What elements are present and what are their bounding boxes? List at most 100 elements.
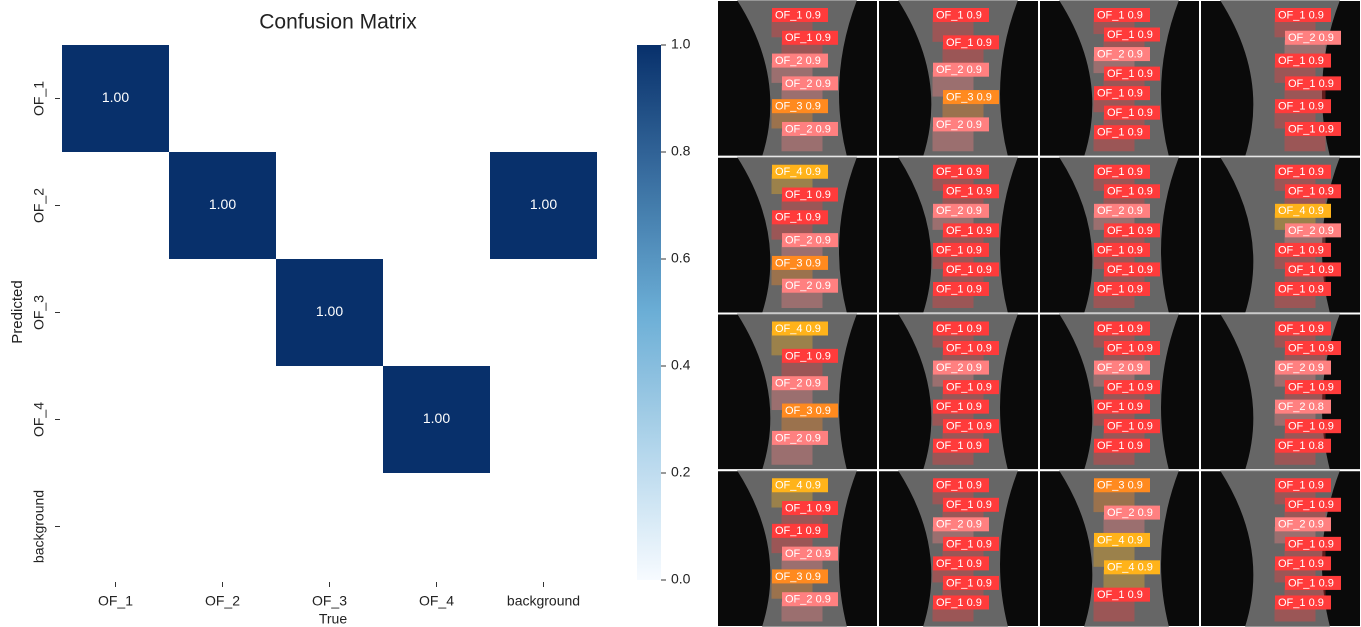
detection-label: OF_1 0.9 — [1107, 342, 1153, 354]
detection-label: OF_2 0.9 — [1097, 362, 1143, 374]
detection-label: OF_1 0.9 — [1107, 421, 1153, 433]
detection-label: OF_2 0.9 — [785, 548, 831, 560]
detection-label: OF_2 0.8 — [1278, 401, 1324, 413]
detection-label: OF_3 0.9 — [775, 571, 821, 583]
detection-label: OF_2 0.9 — [775, 432, 821, 444]
detection-label: OF_1 0.9 — [1288, 78, 1334, 90]
detection-label: OF_2 0.9 — [936, 205, 982, 217]
detection-label: OF_1 0.9 — [1107, 264, 1153, 276]
detection-label: OF_1 0.9 — [1278, 597, 1324, 609]
detection-label: OF_1 0.9 — [936, 558, 982, 570]
detection-label: OF_1 0.9 — [1278, 283, 1324, 295]
detection-label: OF_2 0.9 — [785, 594, 831, 606]
detection-label: OF_1 0.9 — [1097, 283, 1143, 295]
x-tick-label: OF_2 — [205, 593, 240, 609]
detection-label: OF_1 0.9 — [1288, 382, 1334, 394]
detection-label: OF_1 0.9 — [1097, 166, 1143, 178]
y-axis-label: Predicted — [9, 280, 26, 343]
detection-label: OF_1 0.9 — [1288, 538, 1334, 550]
detection-label: OF_1 0.9 — [1278, 323, 1324, 335]
detection-label: OF_1 0.9 — [1107, 29, 1153, 41]
colorbar-tick-label: 0.8 — [671, 143, 691, 159]
detection-label: OF_2 0.9 — [936, 64, 982, 76]
colorbar-tick-label: 0.0 — [671, 571, 691, 587]
detection-label: OF_1 0.9 — [946, 577, 992, 589]
chart-title: Confusion Matrix — [259, 11, 417, 34]
y-tick-label: background — [31, 490, 47, 563]
detection-label: OF_1 0.9 — [1278, 166, 1324, 178]
y-tick-label: OF_1 — [31, 81, 47, 116]
y-tick-label: OF_3 — [31, 295, 47, 330]
detection-label: OF_1 0.9 — [936, 440, 982, 452]
detection-label: OF_1 0.9 — [1097, 127, 1143, 139]
detection-label: OF_1 0.9 — [936, 597, 982, 609]
detection-label: OF_2 0.9 — [1288, 32, 1334, 44]
detection-label: OF_1 0.9 — [1097, 244, 1143, 256]
detection-label: OF_1 0.9 — [1107, 68, 1153, 80]
cell-label: 1.00 — [102, 89, 129, 105]
detection-label: OF_4 0.9 — [775, 166, 821, 178]
detection-label: OF_1 0.9 — [1288, 421, 1334, 433]
detection-label: OF_3 0.9 — [785, 405, 831, 417]
cell-label: 1.00 — [530, 196, 557, 212]
detection-label: OF_2 0.9 — [936, 519, 982, 531]
detection-grid: OF_1 0.9 OF_1 0.9 OF_2 0.9 OF_2 0.9 OF_3 0.9… — [717, 0, 1361, 627]
detection-label: OF_1 0.9 — [1288, 123, 1334, 135]
colorbar — [637, 45, 661, 580]
detection-label: OF_4 0.9 — [1097, 534, 1143, 546]
detection-label: OF_1 0.9 — [1278, 558, 1324, 570]
detection-label: OF_1 0.9 — [785, 189, 831, 201]
detection-label: OF_1 0.9 — [1278, 9, 1324, 21]
detection-label: OF_1 0.9 — [1288, 499, 1334, 511]
detection-label: OF_1 0.9 — [1278, 101, 1324, 113]
detection-label: OF_2 0.9 — [1288, 225, 1334, 237]
detection-label: OF_1 0.9 — [1107, 225, 1153, 237]
detection-label: OF_1 0.9 — [785, 32, 831, 44]
detection-label: OF_2 0.9 — [775, 55, 821, 67]
colorbar-tick-label: 0.2 — [671, 464, 691, 480]
detection-label: OF_2 0.9 — [936, 119, 982, 131]
detection-label: OF_1 0.9 — [1097, 589, 1143, 601]
detection-label: OF_1 0.9 — [1288, 264, 1334, 276]
detection-label: OF_2 0.9 — [775, 378, 821, 390]
detection-label: OF_2 0.9 — [1278, 362, 1324, 374]
detection-label: OF_4 0.9 — [1278, 205, 1324, 217]
detection-label: OF_1 0.9 — [936, 323, 982, 335]
page: Confusion Matrix True Predicted OF_1 0.9… — [0, 0, 1361, 627]
colorbar-tick-label: 1.0 — [671, 36, 691, 52]
detection-label: OF_1 0.9 — [775, 212, 821, 224]
x-tick-label: OF_3 — [312, 593, 347, 609]
detection-label: OF_1 0.9 — [946, 382, 992, 394]
detection-label: OF_1 0.9 — [936, 401, 982, 413]
y-tick-label: OF_2 — [31, 188, 47, 223]
detection-label: OF_1 0.9 — [1288, 342, 1334, 354]
detection-label: OF_3 0.9 — [946, 91, 992, 103]
detection-label: OF_1 0.9 — [946, 264, 992, 276]
x-axis-label: True — [319, 611, 347, 627]
detection-label: OF_1 0.9 — [946, 342, 992, 354]
detection-label: OF_1 0.9 — [785, 350, 831, 362]
detection-label: OF_2 0.9 — [785, 280, 831, 292]
detection-label: OF_1 0.9 — [946, 186, 992, 198]
detection-label: OF_1 0.9 — [1288, 186, 1334, 198]
detection-label: OF_1 0.9 — [1288, 577, 1334, 589]
detection-label: OF_1 0.9 — [1097, 9, 1143, 21]
detection-label: OF_2 0.9 — [1097, 205, 1143, 217]
cell-label: 1.00 — [316, 303, 343, 319]
detection-label: OF_1 0.9 — [946, 225, 992, 237]
detection-label: OF_1 0.9 — [1097, 401, 1143, 413]
detection-label: OF_4 0.9 — [775, 323, 821, 335]
detection-label: OF_1 0.9 — [936, 480, 982, 492]
colorbar-tick-label: 0.6 — [671, 250, 691, 266]
detection-label: OF_3 0.9 — [775, 101, 821, 113]
detection-label: OF_3 0.9 — [775, 257, 821, 269]
detection-label: OF_1 0.9 — [946, 37, 992, 49]
detection-label: OF_4 0.9 — [1107, 562, 1153, 574]
detection-label: OF_2 0.9 — [1097, 48, 1143, 60]
detection-label: OF_1 0.9 — [1107, 107, 1153, 119]
detection-label: OF_2 0.9 — [1107, 507, 1153, 519]
detection-label: OF_2 0.9 — [785, 123, 831, 135]
detection-label: OF_1 0.9 — [936, 9, 982, 21]
detection-label: OF_2 0.9 — [1278, 519, 1324, 531]
detection-label: OF_4 0.9 — [775, 480, 821, 492]
